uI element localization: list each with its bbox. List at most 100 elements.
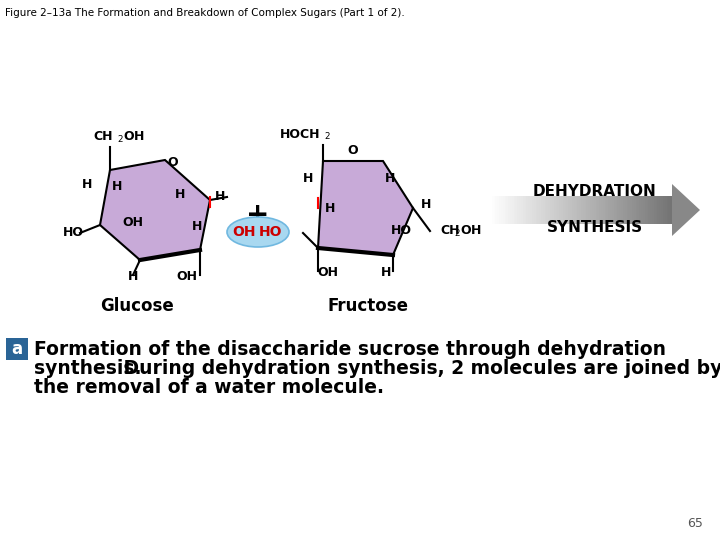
Bar — [670, 196, 672, 224]
Bar — [582, 196, 585, 224]
Bar — [590, 196, 593, 224]
Text: synthesis.: synthesis. — [34, 359, 142, 378]
Bar — [636, 196, 638, 224]
Text: +: + — [246, 201, 270, 229]
Polygon shape — [100, 160, 210, 260]
Bar — [550, 196, 552, 224]
Text: HO: HO — [390, 225, 412, 238]
Bar — [601, 196, 603, 224]
Bar — [625, 196, 627, 224]
Bar — [544, 196, 547, 224]
Bar — [599, 196, 601, 224]
Bar — [595, 196, 598, 224]
Bar — [644, 196, 647, 224]
Text: 65: 65 — [687, 517, 703, 530]
Bar — [616, 196, 618, 224]
Bar — [501, 196, 503, 224]
Bar — [661, 196, 663, 224]
Bar — [561, 196, 563, 224]
Text: $_2$OH: $_2$OH — [454, 224, 482, 239]
Bar — [564, 196, 567, 224]
Bar — [575, 196, 578, 224]
Text: HOCH: HOCH — [279, 129, 320, 141]
Text: OH: OH — [318, 267, 338, 280]
Bar — [630, 196, 632, 224]
Bar — [523, 196, 525, 224]
Bar — [612, 196, 614, 224]
Bar — [528, 196, 531, 224]
Bar — [556, 196, 558, 224]
Bar — [643, 196, 645, 224]
Bar — [516, 196, 518, 224]
Text: HO: HO — [258, 225, 282, 239]
Text: $_2$: $_2$ — [324, 129, 330, 141]
Text: the removal of a water molecule.: the removal of a water molecule. — [34, 378, 384, 397]
Polygon shape — [672, 184, 700, 236]
Bar — [567, 196, 569, 224]
Bar — [648, 196, 651, 224]
Bar — [668, 196, 671, 224]
Bar — [621, 196, 624, 224]
Text: O: O — [348, 145, 359, 158]
Polygon shape — [318, 161, 413, 255]
Bar — [570, 196, 572, 224]
Bar — [574, 196, 576, 224]
Bar — [592, 196, 594, 224]
Bar — [579, 196, 582, 224]
Text: CH: CH — [94, 131, 113, 144]
FancyBboxPatch shape — [6, 338, 28, 360]
Bar — [629, 196, 631, 224]
Bar — [606, 196, 609, 224]
Text: H: H — [175, 188, 185, 201]
Bar — [647, 196, 649, 224]
Text: SYNTHESIS: SYNTHESIS — [547, 220, 643, 235]
Bar — [525, 196, 527, 224]
Bar — [605, 196, 607, 224]
Bar — [546, 196, 549, 224]
Text: Figure 2–13a The Formation and Breakdown of Complex Sugars (Part 1 of 2).: Figure 2–13a The Formation and Breakdown… — [5, 8, 405, 18]
Bar — [541, 196, 544, 224]
Bar — [568, 196, 570, 224]
Text: Fructose: Fructose — [328, 297, 408, 315]
Text: H: H — [303, 172, 313, 185]
Bar — [563, 196, 565, 224]
Text: OH: OH — [233, 225, 256, 239]
Text: H: H — [325, 201, 336, 214]
Text: Formation of the disaccharide sucrose through dehydration: Formation of the disaccharide sucrose th… — [34, 340, 666, 359]
Bar — [641, 196, 644, 224]
Bar — [559, 196, 562, 224]
Bar — [619, 196, 621, 224]
Text: $_2$OH: $_2$OH — [117, 130, 145, 145]
Bar — [530, 196, 532, 224]
Bar — [532, 196, 534, 224]
Bar — [657, 196, 660, 224]
Text: HO: HO — [63, 226, 84, 240]
Bar — [554, 196, 556, 224]
Ellipse shape — [227, 217, 289, 247]
Text: H: H — [128, 271, 138, 284]
Text: H: H — [112, 180, 122, 193]
Bar — [517, 196, 520, 224]
Bar — [499, 196, 501, 224]
Bar — [534, 196, 536, 224]
Text: H: H — [215, 191, 225, 204]
Text: H: H — [192, 220, 202, 233]
Text: CH: CH — [440, 225, 459, 238]
Bar — [639, 196, 642, 224]
Bar — [506, 196, 509, 224]
Bar — [654, 196, 656, 224]
Bar — [608, 196, 611, 224]
Bar — [557, 196, 559, 224]
Bar — [526, 196, 528, 224]
Bar — [663, 196, 665, 224]
Bar — [594, 196, 596, 224]
Bar — [510, 196, 513, 224]
Bar — [603, 196, 606, 224]
Bar — [519, 196, 521, 224]
Bar — [537, 196, 540, 224]
Text: O: O — [168, 157, 179, 170]
Bar — [634, 196, 636, 224]
Bar — [581, 196, 583, 224]
Text: a: a — [12, 340, 22, 358]
Text: DEHYDRATION: DEHYDRATION — [533, 185, 657, 199]
